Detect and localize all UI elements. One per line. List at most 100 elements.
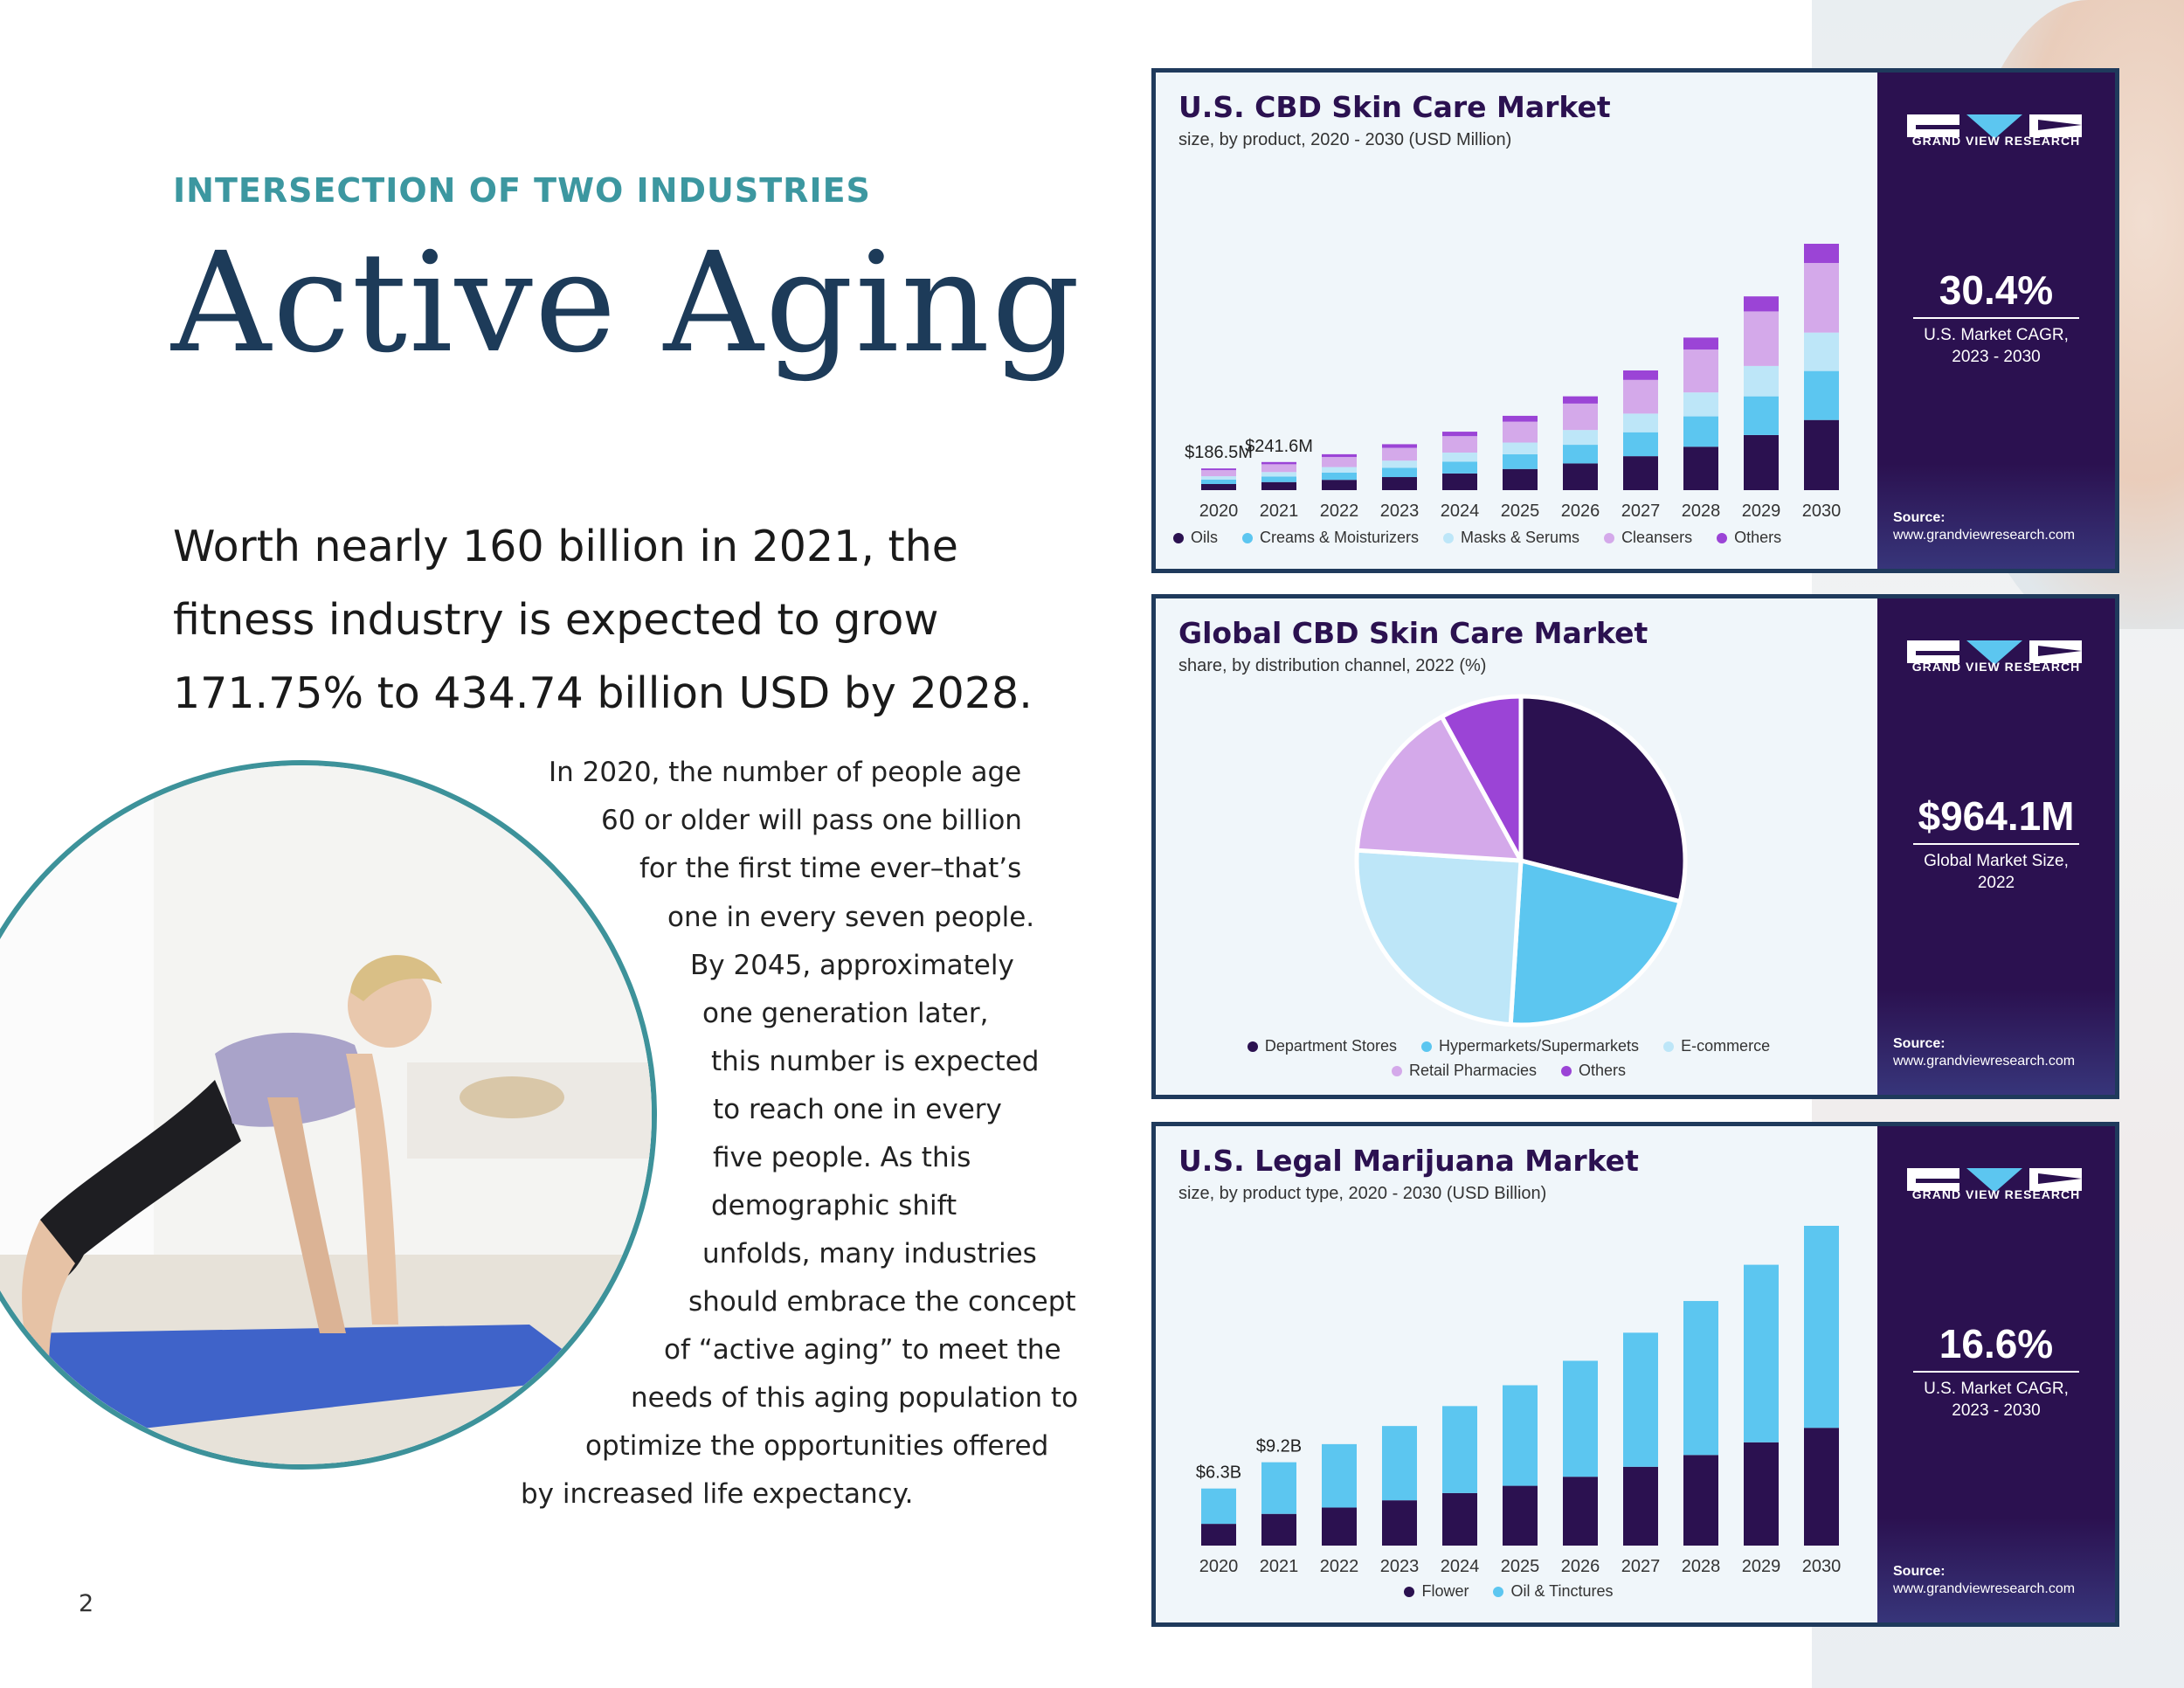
bar-segment (1201, 468, 1236, 471)
bar-segment (1804, 332, 1839, 371)
bar-segment (1744, 311, 1779, 366)
brand-name: GRAND VIEW RESEARCH (1911, 660, 2081, 674)
bar-segment (1442, 452, 1477, 462)
brand-panel: GRAND VIEW RESEARCH 16.6% U.S. Market CA… (1877, 1126, 2115, 1622)
bar-segment (1563, 430, 1598, 446)
bar-segment (1201, 1488, 1236, 1525)
brand-name: GRAND VIEW RESEARCH (1911, 134, 2081, 148)
body-line: By 2045, approximately (690, 950, 1014, 981)
legend-label: Oil & Tinctures (1510, 1582, 1614, 1600)
bar-segment (1442, 473, 1477, 490)
bar-segment (1503, 1385, 1538, 1486)
chart-title: U.S. CBD Skin Care Market (1178, 90, 1611, 124)
grand-view-logo-icon (1907, 640, 2082, 665)
bar-segment (1804, 262, 1839, 333)
legend-label: Others (1734, 529, 1782, 546)
bar-segment (1804, 1226, 1839, 1429)
bar-segment (1322, 1443, 1357, 1508)
bar-segment (1623, 456, 1658, 490)
bar-segment (1503, 442, 1538, 454)
bar-segment (1563, 463, 1598, 490)
bar-segment (1804, 419, 1839, 490)
tick-label: 2021 (1260, 502, 1299, 521)
bar-segment (1442, 1406, 1477, 1493)
tick-label: 2025 (1501, 1557, 1540, 1572)
legend-dot (1242, 533, 1253, 544)
bar-segment (1683, 337, 1718, 350)
stat-label: U.S. Market CAGR, (1924, 1380, 2069, 1398)
source-note: Source: www.grandviewresearch.com (1893, 1035, 2075, 1070)
stacked-bar-chart: 2020 2021 2022 2023 2024 2025 2026 2027 2028 2029… (1196, 1226, 1841, 1572)
stat-block: 16.6% U.S. Market CAGR, 2023 - 2030 (1877, 1320, 2115, 1422)
tick-label: 2024 (1441, 1557, 1480, 1572)
stat-label: 2023 - 2030 (1952, 1401, 2041, 1420)
pie-chart (1354, 694, 1688, 1027)
bar-segment (1382, 447, 1417, 461)
body-line: to reach one in every (713, 1094, 1002, 1125)
grand-view-logo-icon (1907, 114, 2082, 139)
source-url: www.grandviewresearch.com (1893, 1054, 2076, 1069)
legend-item: Retail Pharmacies (1391, 1062, 1537, 1079)
bar-segment (1503, 468, 1538, 490)
pie-slice (1508, 857, 1683, 1027)
tick-label: 2026 (1561, 502, 1600, 521)
bar-segment (1563, 1477, 1598, 1546)
legend-item: E-commerce (1663, 1037, 1770, 1055)
body-line: unfolds, many industries (702, 1238, 1037, 1269)
source-url: www.grandviewresearch.com (1893, 528, 2076, 543)
data-label: $9.2B (1256, 1437, 1302, 1456)
bar-segment (1744, 1264, 1779, 1442)
legend-item: Others (1717, 529, 1781, 546)
bar-segment (1382, 460, 1417, 468)
legend-item: Masks & Serums (1443, 529, 1579, 546)
chart-title: Global CBD Skin Care Market (1178, 616, 1648, 650)
stat-block: $964.1M Global Market Size, 2022 (1877, 792, 2115, 894)
stat-label: U.S. Market CAGR, (1924, 326, 2069, 344)
legend-label: Cleansers (1621, 529, 1693, 546)
bar-segment (1261, 481, 1296, 490)
bar-segment (1623, 432, 1658, 457)
legend-label: Creams & Moisturizers (1260, 529, 1420, 546)
stat-label: 2023 - 2030 (1952, 348, 2041, 366)
bar-segment (1804, 370, 1839, 420)
source-url: www.grandviewresearch.com (1893, 1581, 2076, 1596)
tick-label: 2026 (1561, 1557, 1600, 1572)
bar-segment (1382, 1500, 1417, 1546)
bar-segment (1623, 379, 1658, 414)
bar-segment (1382, 477, 1417, 490)
lead-line: fitness industry is expected to grow (173, 595, 939, 645)
stat-value: 30.4% (1939, 267, 2054, 313)
chart-legend: Flower Oil & Tinctures (1156, 1582, 1886, 1601)
bar-segment (1442, 436, 1477, 453)
body-line: In 2020, the number of people age (549, 757, 1022, 788)
bar-segment (1563, 1360, 1598, 1477)
legend-dot (1604, 533, 1615, 544)
legend-label: E-commerce (1681, 1037, 1771, 1055)
page-title: Active Aging (171, 223, 1082, 384)
legend-item: Department Stores (1247, 1037, 1397, 1055)
legend-label: Hypermarkets/Supermarkets (1438, 1037, 1640, 1055)
bar-segment (1261, 1462, 1296, 1514)
tick-label: 2029 (1742, 502, 1781, 521)
bar-segment (1201, 479, 1236, 484)
bar-segment (1322, 1507, 1357, 1546)
bar-segment (1382, 1426, 1417, 1501)
bar-segment (1503, 1485, 1538, 1546)
bar-segment (1804, 244, 1839, 263)
pie-slice (1439, 694, 1524, 862)
stat-label: Global Market Size, (1924, 852, 2069, 870)
bar-segment (1503, 453, 1538, 469)
legend-dot (1443, 533, 1455, 544)
legal-marijuana-chart-card: U.S. Legal Marijuana Market size, by pro… (1151, 1122, 2119, 1627)
source-label: Source: (1893, 1564, 1946, 1579)
tick-label: 2020 (1199, 1557, 1239, 1572)
legend-item: Oils (1173, 529, 1218, 546)
bar-segment (1623, 413, 1658, 432)
tick-label: 2027 (1621, 502, 1661, 521)
source-note: Source: www.grandviewresearch.com (1893, 509, 2075, 544)
tick-label: 2028 (1682, 502, 1721, 521)
bar-segment (1623, 1332, 1658, 1467)
body-line: for the first time ever–that’s (639, 853, 1022, 884)
data-label: $6.3B (1196, 1463, 1241, 1483)
legend-dot (1391, 1066, 1402, 1077)
